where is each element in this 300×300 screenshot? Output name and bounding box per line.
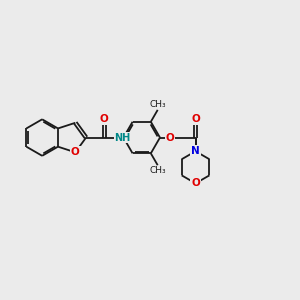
Text: O: O xyxy=(71,147,80,157)
Text: O: O xyxy=(191,178,200,188)
Text: O: O xyxy=(166,133,174,142)
Text: N: N xyxy=(191,146,200,156)
Text: N: N xyxy=(191,146,200,156)
Text: NH: NH xyxy=(114,133,131,142)
Text: O: O xyxy=(100,114,109,124)
Text: CH₃: CH₃ xyxy=(149,100,166,109)
Text: O: O xyxy=(191,114,200,124)
Text: CH₃: CH₃ xyxy=(149,166,166,175)
